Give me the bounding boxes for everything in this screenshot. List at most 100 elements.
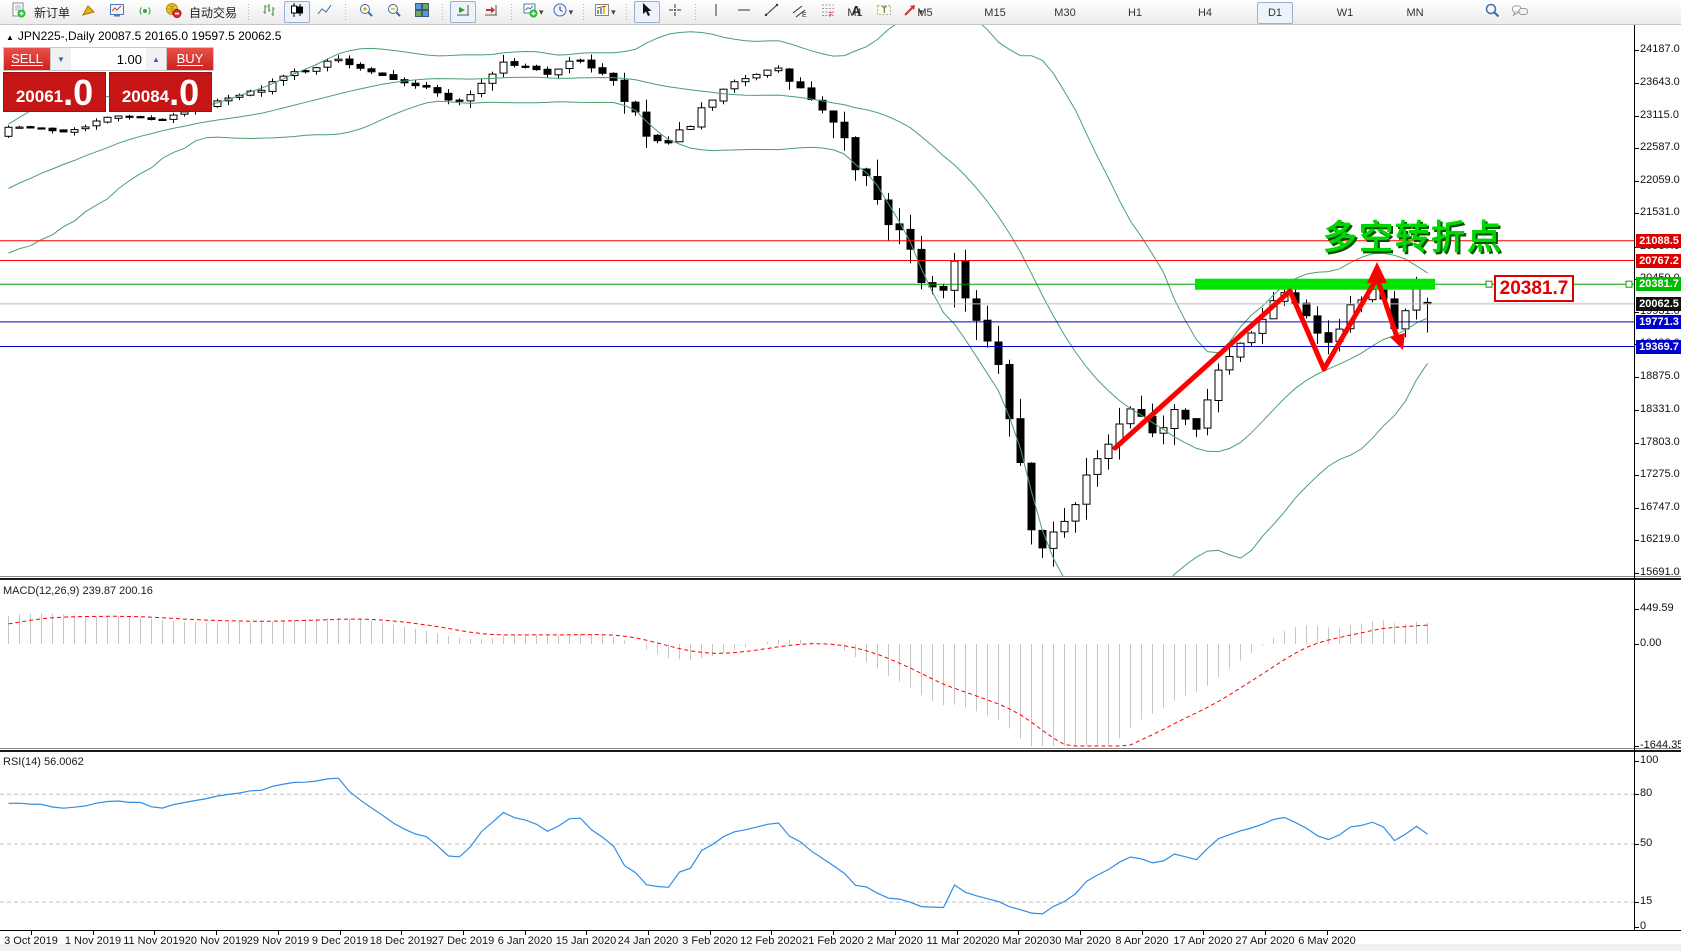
chart-profiles-button[interactable]: ▾ [549, 1, 577, 23]
tile-windows-button[interactable] [409, 1, 435, 23]
cursor-tool-button[interactable] [633, 1, 660, 23]
buy-price-main: 20084 [121, 87, 170, 106]
panel-separator[interactable] [0, 748, 1681, 752]
chart-shift-button[interactable] [478, 1, 504, 23]
label-icon: T [876, 2, 892, 23]
date-axis-tick [648, 931, 649, 935]
date-axis-tick [1080, 931, 1081, 935]
trendline-icon [764, 2, 780, 23]
gold-arrow-icon [81, 2, 97, 23]
timeframe-button-W1[interactable]: W1 [1336, 7, 1354, 19]
toolbar-grip [624, 4, 628, 20]
sell-price-main: 20061 [15, 87, 64, 106]
date-axis-tick [525, 931, 526, 935]
timeframe-button-H1[interactable]: H1 [1127, 7, 1143, 19]
auto-trading-button[interactable] [160, 1, 186, 23]
macd-axis-tick: -1644.35 [1633, 739, 1681, 751]
candlestick-chart-type-button[interactable] [284, 1, 311, 23]
buy-button[interactable]: BUY [167, 48, 213, 70]
price-axis-tick: 21531.0 [1634, 206, 1680, 219]
new-order-label[interactable]: 新订单 [34, 5, 71, 20]
sell-button[interactable]: SELL [4, 48, 50, 70]
trendline-tool-button[interactable] [759, 1, 785, 23]
text-tool-button[interactable]: A [843, 1, 869, 23]
price-badge-20062.5: 20062.5 [1636, 296, 1681, 311]
timeframe-group: M1 M5 M15 M30 H1 H4 D1 W1 MN [836, 2, 1466, 24]
date-axis-tick [1327, 931, 1328, 935]
price-badge-20381.7: 20381.7 [1636, 277, 1681, 292]
level-price-label[interactable]: 20381.7 [1494, 275, 1574, 302]
chat-button[interactable] [1507, 2, 1533, 24]
timeframe-button-M30[interactable]: M30 [1054, 7, 1076, 19]
date-axis-tick [278, 931, 279, 935]
turning-point-annotation[interactable]: 多空转折点 [1323, 219, 1503, 257]
volume-increase-button[interactable]: ▲ [146, 48, 166, 70]
zoom-in-button[interactable] [353, 1, 379, 23]
signals-button[interactable] [132, 1, 158, 23]
market-watch-button[interactable] [104, 1, 130, 23]
toolbar: 新订单 自动交易 ▾ ▾ [0, 0, 1681, 25]
buy-price-pips: .0 [169, 72, 200, 114]
main-chart-canvas[interactable] [0, 25, 1634, 577]
sell-price-display[interactable]: 20061.0 [3, 72, 106, 112]
price-axis-tick: 22059.0 [1634, 173, 1680, 186]
line-chart-type-button[interactable] [312, 1, 338, 23]
dropdown-caret-icon: ▾ [918, 6, 924, 17]
panel-separator[interactable] [0, 576, 1681, 580]
chart-window: ▲ JPN225-,Daily 20087.5 20165.0 19597.5 2… [0, 25, 1681, 952]
volume-input[interactable] [71, 48, 146, 70]
date-axis-tick [1265, 931, 1266, 935]
rsi-canvas[interactable] [0, 753, 1634, 930]
price-axis-tick: 24187.0 [1634, 43, 1680, 55]
timeframe-button-MN[interactable]: MN [1406, 7, 1424, 19]
timeframe-button-H4[interactable]: H4 [1197, 7, 1213, 19]
fibonacci-tool-button[interactable]: F [815, 1, 841, 23]
date-axis-tick [895, 931, 896, 935]
timeframe-button-M15[interactable]: M15 [984, 7, 1006, 19]
indicator-list-button[interactable]: ▾ [591, 1, 619, 23]
new-order-button[interactable] [5, 1, 31, 23]
vertical-line-icon [708, 2, 724, 23]
cursor-arrow-icon [639, 2, 655, 23]
price-badge-19771.3: 19771.3 [1636, 314, 1681, 329]
rsi-axis-tick: 50 [1633, 837, 1653, 849]
timeframe-button-D1[interactable]: D1 [1257, 2, 1293, 24]
panel-collapse-icon[interactable]: ▲ [6, 33, 14, 42]
tile-windows-icon [414, 2, 430, 23]
zoom-in-icon [358, 2, 374, 23]
macd-canvas[interactable] [0, 581, 1634, 749]
one-click-order-row: SELL ▼ ▲ BUY [3, 47, 214, 71]
date-axis-tick [31, 931, 32, 935]
price-axis-tick: 23643.0 [1634, 76, 1680, 89]
toolbar-grip [582, 4, 586, 20]
shapes-icon [902, 2, 918, 23]
rsi-label: RSI(14) 56.0062 [3, 756, 84, 768]
new-chart-button[interactable]: ▾ [519, 1, 547, 23]
horizontal-line-tool-button[interactable] [731, 1, 757, 23]
arrows-tool-button[interactable]: ▾ [899, 1, 927, 23]
signal-icon [137, 2, 153, 23]
candlestick-icon [289, 2, 305, 23]
volume-decrease-button[interactable]: ▼ [51, 48, 71, 70]
auto-scroll-button[interactable] [450, 1, 477, 23]
buy-price-display[interactable]: 20084.0 [109, 72, 212, 112]
bottom-strip [0, 944, 1681, 951]
date-axis-tick [833, 931, 834, 935]
auto-trading-label[interactable]: 自动交易 [189, 5, 238, 20]
date-axis-tick [1203, 931, 1204, 935]
price-axis-tick: 16747.0 [1634, 500, 1680, 513]
horizontal-line-icon [736, 2, 752, 23]
price-axis-tick: 16219.0 [1634, 533, 1680, 546]
vertical-line-tool-button[interactable] [703, 1, 729, 23]
text-label-tool-button[interactable]: T [871, 1, 897, 23]
quick-pointer-button[interactable] [76, 1, 102, 23]
timeframe-button-M5[interactable]: M5 [917, 7, 933, 19]
crosshair-tool-button[interactable] [662, 1, 688, 23]
bar-chart-type-button[interactable] [256, 1, 282, 23]
timeframe-button-M1[interactable]: M1 [847, 7, 863, 19]
chart-symbol-period: JPN225-,Daily [17, 29, 95, 43]
search-button[interactable] [1479, 2, 1505, 24]
date-axis-tick [710, 931, 711, 935]
zoom-out-button[interactable] [381, 1, 407, 23]
equidistant-channel-tool-button[interactable]: E [787, 1, 813, 23]
